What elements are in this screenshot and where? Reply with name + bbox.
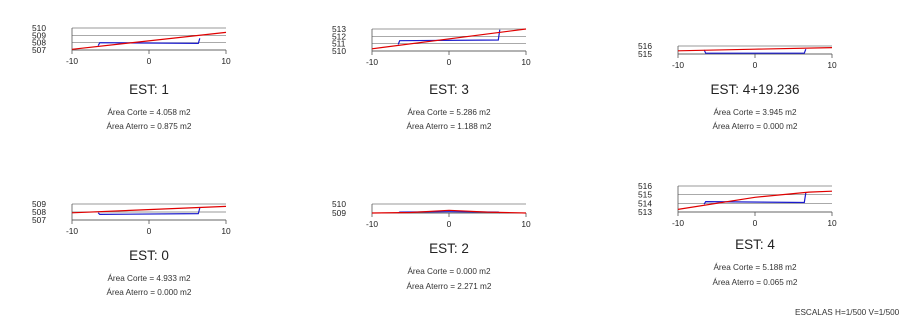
x-tick-label: 0 <box>447 57 452 67</box>
y-tick-label: 512 <box>332 31 346 41</box>
station-label: EST: 4+19.236 <box>710 82 800 97</box>
cut-area-text: Área Corte = 5.286 m2 <box>407 108 491 117</box>
x-tick-label: 0 <box>753 60 758 70</box>
platform-line <box>397 29 501 45</box>
x-tick-label: -10 <box>66 226 78 236</box>
y-tick-label: 508 <box>32 207 46 217</box>
x-tick-label: 10 <box>521 57 531 67</box>
station-label: EST: 4 <box>735 237 775 252</box>
y-tick-label: 515 <box>638 49 652 59</box>
terrain-line <box>71 31 227 50</box>
y-tick-label: 516 <box>638 181 652 191</box>
x-tick-label: 10 <box>521 219 531 229</box>
platform-line <box>703 48 807 54</box>
section-est-1: 510 509 508 507 -10 0 10 EST: 1 Área Corte = 4… <box>0 0 300 160</box>
x-tick-label: 0 <box>447 219 452 229</box>
y-tick-label: 507 <box>32 45 46 55</box>
station-label: EST: 3 <box>429 82 469 97</box>
x-tick-label: 10 <box>827 60 837 70</box>
station-label: EST: 1 <box>129 82 169 97</box>
cut-area-text: Área Corte = 4.933 m2 <box>107 274 191 283</box>
terrain-line <box>371 209 527 214</box>
y-tick-label: 516 <box>638 41 652 51</box>
y-tick-label: 510 <box>332 199 346 209</box>
y-tick-label: 510 <box>32 23 46 33</box>
platform-line <box>703 192 807 205</box>
x-tick-label: 0 <box>147 56 152 66</box>
fill-area-text: Área Aterro = 1.188 m2 <box>406 122 492 131</box>
y-tick-label: 511 <box>332 39 346 49</box>
station-label: EST: 2 <box>429 241 469 256</box>
y-tick-label: 509 <box>32 199 46 209</box>
platform-line <box>97 38 201 46</box>
y-tick-label: 513 <box>332 24 346 34</box>
x-tick-label: -10 <box>672 218 684 228</box>
station-label: EST: 0 <box>129 248 169 263</box>
fill-area-text: Área Aterro = 0.875 m2 <box>106 122 192 131</box>
x-tick-label: 10 <box>221 226 231 236</box>
section-est-4: 516 515 514 513 -10 0 10 EST: 4 Área Corte = 5… <box>638 181 837 287</box>
section-est-2: 510 509 -10 0 10 EST: 2 Área Corte = 0.000 m… <box>332 199 531 291</box>
scale-note: ESCALAS H=1/500 V=1/500 <box>795 308 900 317</box>
x-tick-label: -10 <box>366 219 378 229</box>
x-tick-label: 0 <box>753 218 758 228</box>
cut-area-text: Área Corte = 5.188 m2 <box>713 263 797 272</box>
cut-area-text: Área Corte = 0.000 m2 <box>407 267 491 276</box>
cut-area-text: Área Corte = 4.058 m2 <box>107 108 191 117</box>
y-tick-label: 513 <box>638 207 652 217</box>
y-tick-label: 515 <box>638 190 652 200</box>
fill-area-text: Área Aterro = 0.000 m2 <box>106 288 192 297</box>
platform-line <box>97 207 201 216</box>
terrain-line <box>677 47 833 52</box>
x-tick-label: -10 <box>366 57 378 67</box>
x-tick-label: 10 <box>827 218 837 228</box>
y-tick-label: 509 <box>32 30 46 40</box>
terrain-line <box>71 205 227 214</box>
terrain-line <box>677 190 833 210</box>
terrain-line <box>371 28 527 50</box>
section-est-0: 509 508 507 -10 0 10 EST: 0 Área Corte = 4.93… <box>0 0 300 322</box>
y-tick-label: 510 <box>332 46 346 56</box>
fill-area-text: Área Aterro = 2.271 m2 <box>406 282 492 291</box>
section-est-4-19-236: 516 515 -10 0 10 EST: 4+19.236 Área Corte = … <box>0 0 900 160</box>
y-tick-label: 514 <box>638 198 652 208</box>
y-tick-label: 508 <box>32 38 46 48</box>
x-tick-label: -10 <box>672 60 684 70</box>
y-tick-label: 507 <box>32 215 46 225</box>
y-tick-label: 509 <box>332 208 346 218</box>
x-tick-label: 0 <box>147 226 152 236</box>
section-est-3: 513 512 511 510 -10 0 10 EST: 3 Área Corte = 5… <box>0 0 600 160</box>
fill-area-text: Área Aterro = 0.000 m2 <box>712 122 798 131</box>
x-tick-label: 10 <box>221 56 231 66</box>
cut-area-text: Área Corte = 3.945 m2 <box>713 108 797 117</box>
fill-area-text: Área Aterro = 0.065 m2 <box>712 278 798 287</box>
x-tick-label: -10 <box>66 56 78 66</box>
